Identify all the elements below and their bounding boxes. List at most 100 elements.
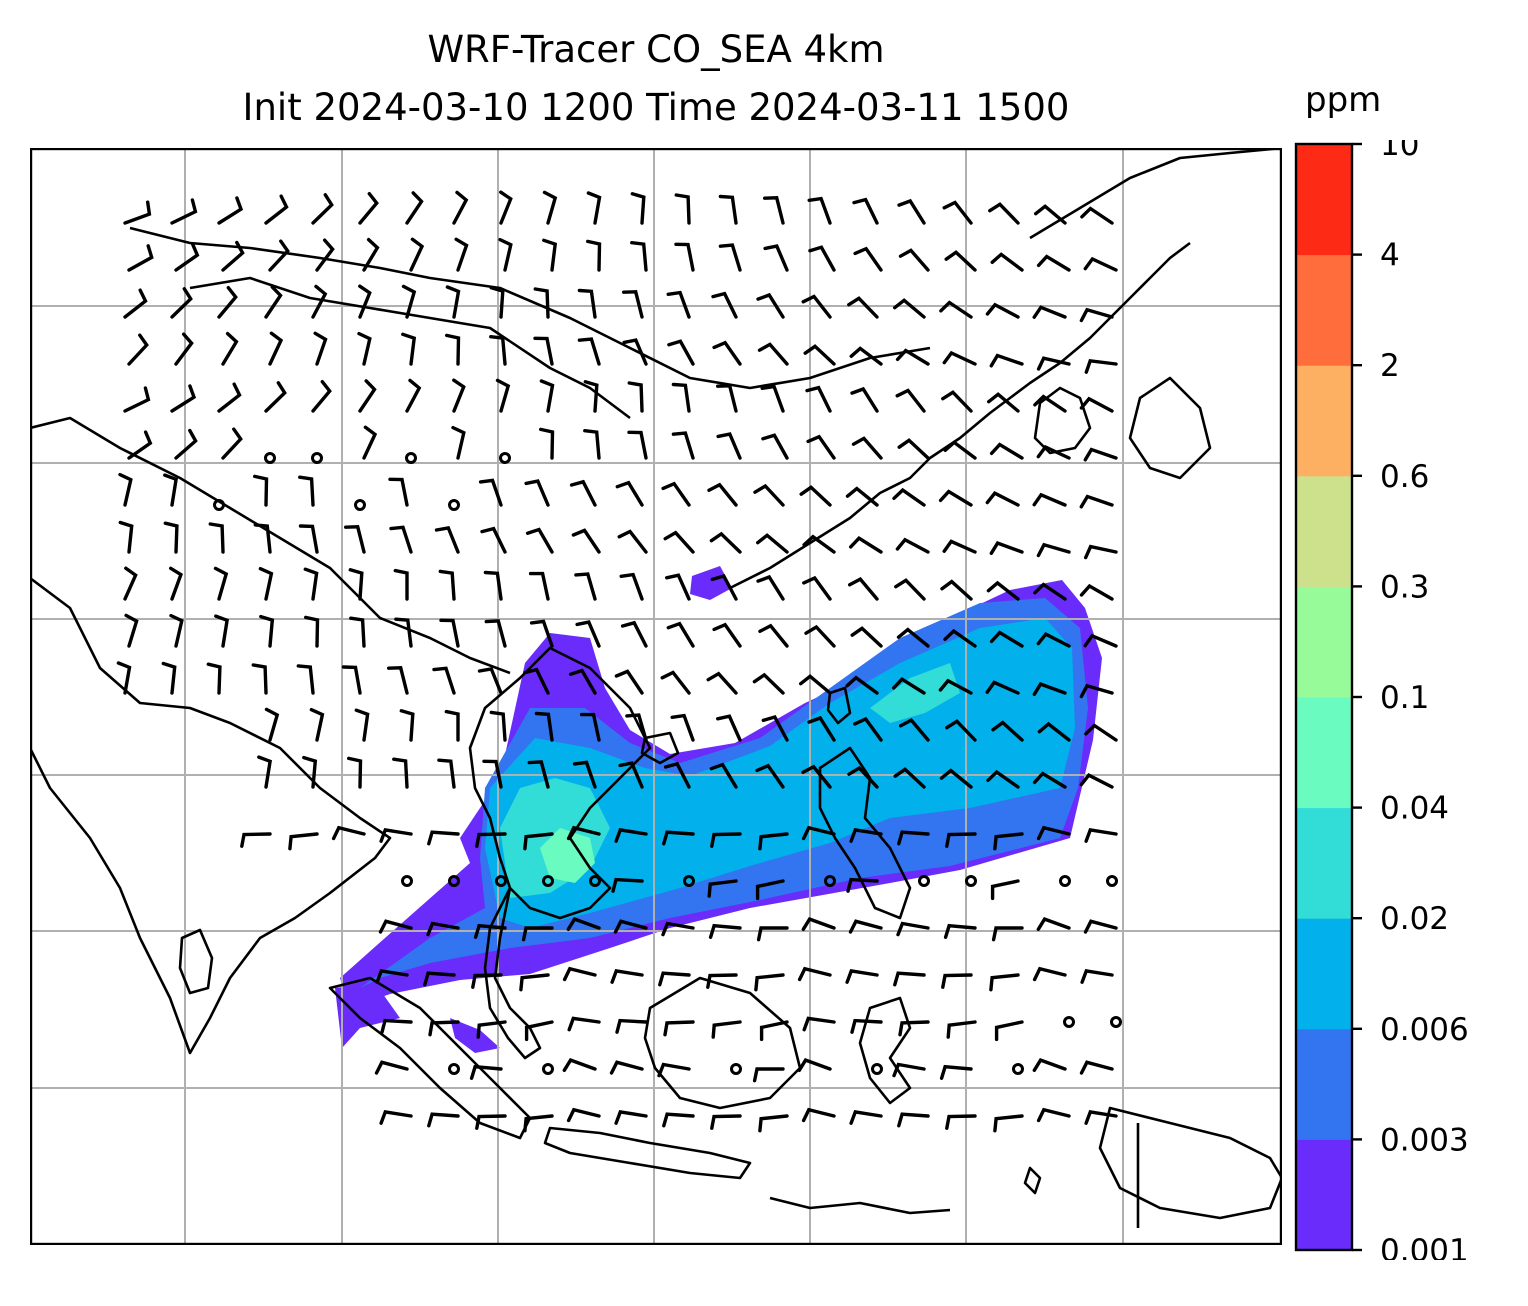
wind-barb	[264, 381, 287, 413]
calm-wind-marker	[405, 452, 417, 464]
wind-barb	[989, 353, 1024, 368]
wind-barb	[127, 244, 154, 272]
wind-barb	[897, 438, 930, 460]
wind-barb	[707, 879, 738, 898]
wind-barb	[357, 331, 372, 366]
wind-barb	[620, 620, 648, 648]
wind-barb	[577, 337, 601, 366]
map-canvas[interactable]	[30, 148, 1282, 1245]
wind-barb	[583, 380, 599, 413]
wind-barb	[614, 669, 644, 695]
wind-barb	[803, 344, 836, 366]
wind-barb	[756, 292, 785, 319]
colorbar-band	[1296, 365, 1352, 477]
wind-barb	[427, 830, 460, 846]
calm-wind-marker	[401, 875, 413, 887]
colorbar-band	[1296, 1028, 1352, 1140]
wind-barb	[489, 335, 507, 366]
wind-barb	[161, 661, 177, 695]
wind-barb	[1033, 582, 1067, 601]
wind-barb	[399, 709, 415, 742]
calm-wind-marker	[730, 1063, 742, 1075]
wind-barb	[1036, 632, 1071, 648]
wind-barb	[341, 665, 362, 695]
wind-barb	[671, 382, 691, 413]
coastlines	[30, 148, 1282, 1228]
colorbar-tick-label: 0.006	[1380, 1012, 1469, 1048]
wind-barb	[753, 483, 785, 507]
wind-barb	[1033, 394, 1067, 413]
wind-barb	[799, 485, 832, 507]
wind-barb	[524, 479, 550, 507]
gridlines	[30, 148, 1282, 1245]
colorbar-ticks: 0.001 0.003 0.006 0.02 0.04 0.1 0.3 0.6 2 4 10	[1352, 140, 1469, 1260]
wind-barb	[808, 245, 836, 272]
wind-barb	[807, 196, 832, 225]
wind-barb	[625, 713, 648, 742]
wind-barb	[315, 238, 335, 272]
colorbar-tick-label: 4	[1380, 238, 1400, 274]
wind-barb	[302, 755, 318, 789]
wind-barb	[755, 879, 785, 901]
wind-barb	[665, 573, 691, 601]
wind-barb	[1036, 542, 1071, 558]
wind-barb	[434, 525, 460, 554]
chart-title: WRF-Tracer CO_SEA 4km	[427, 28, 885, 71]
korea-peninsula	[1033, 386, 1092, 455]
wind-barb	[358, 284, 372, 319]
wind-barb	[1036, 1107, 1071, 1123]
wind-barb	[572, 760, 597, 789]
wind-barb	[401, 284, 417, 319]
calm-wind-marker	[499, 452, 511, 464]
colorbar-band	[1296, 254, 1352, 366]
wind-barb	[617, 529, 648, 554]
wind-barb	[394, 617, 413, 648]
wind-barb	[759, 1020, 789, 1042]
wind-barb	[519, 973, 550, 992]
wind-barb	[374, 1060, 409, 1075]
wind-barb	[1079, 683, 1114, 699]
wind-barb	[853, 246, 883, 272]
wind-barb	[806, 434, 836, 460]
wind-barb	[895, 348, 930, 366]
wind-barb	[670, 713, 695, 742]
wind-barb	[524, 1020, 554, 1042]
calm-wind-marker	[264, 452, 276, 464]
wind-barb	[311, 284, 328, 319]
calm-wind-marker	[1059, 875, 1071, 887]
wind-barb	[710, 1114, 742, 1130]
wind-barb	[375, 969, 409, 984]
wind-barb	[990, 879, 1020, 901]
wind-barb	[1083, 256, 1118, 272]
wind-barb	[1083, 447, 1118, 462]
wind-barb	[1083, 633, 1118, 648]
wind-barb	[476, 1020, 507, 1039]
wind-barb	[575, 620, 601, 648]
wind-barb	[943, 440, 977, 460]
wind-barb	[893, 767, 926, 789]
wind-barb	[991, 926, 1024, 942]
wind-barb	[801, 1107, 836, 1123]
wind-barb	[942, 539, 977, 554]
wind-barb	[309, 708, 325, 742]
wind-barb	[427, 1112, 460, 1128]
colorbar-band	[1296, 586, 1352, 698]
wind-barb	[661, 921, 695, 937]
wind-barb	[475, 1114, 507, 1130]
wind-barb	[898, 248, 930, 272]
wind-barb	[797, 1058, 832, 1072]
wind-barb	[848, 919, 883, 934]
wind-barb	[989, 541, 1024, 555]
wind-barb	[850, 1018, 883, 1034]
calm-wind-marker	[542, 875, 554, 887]
wind-barb	[662, 830, 695, 846]
himalaya-border	[30, 416, 511, 675]
map-panel[interactable]	[30, 148, 1282, 1245]
wind-barb	[674, 193, 691, 225]
wind-barb	[525, 527, 554, 554]
wind-barb	[217, 286, 238, 319]
wind-barb	[663, 1020, 695, 1037]
wind-barb	[259, 614, 275, 648]
wind-barb	[1079, 494, 1114, 509]
wind-barb	[169, 613, 184, 648]
